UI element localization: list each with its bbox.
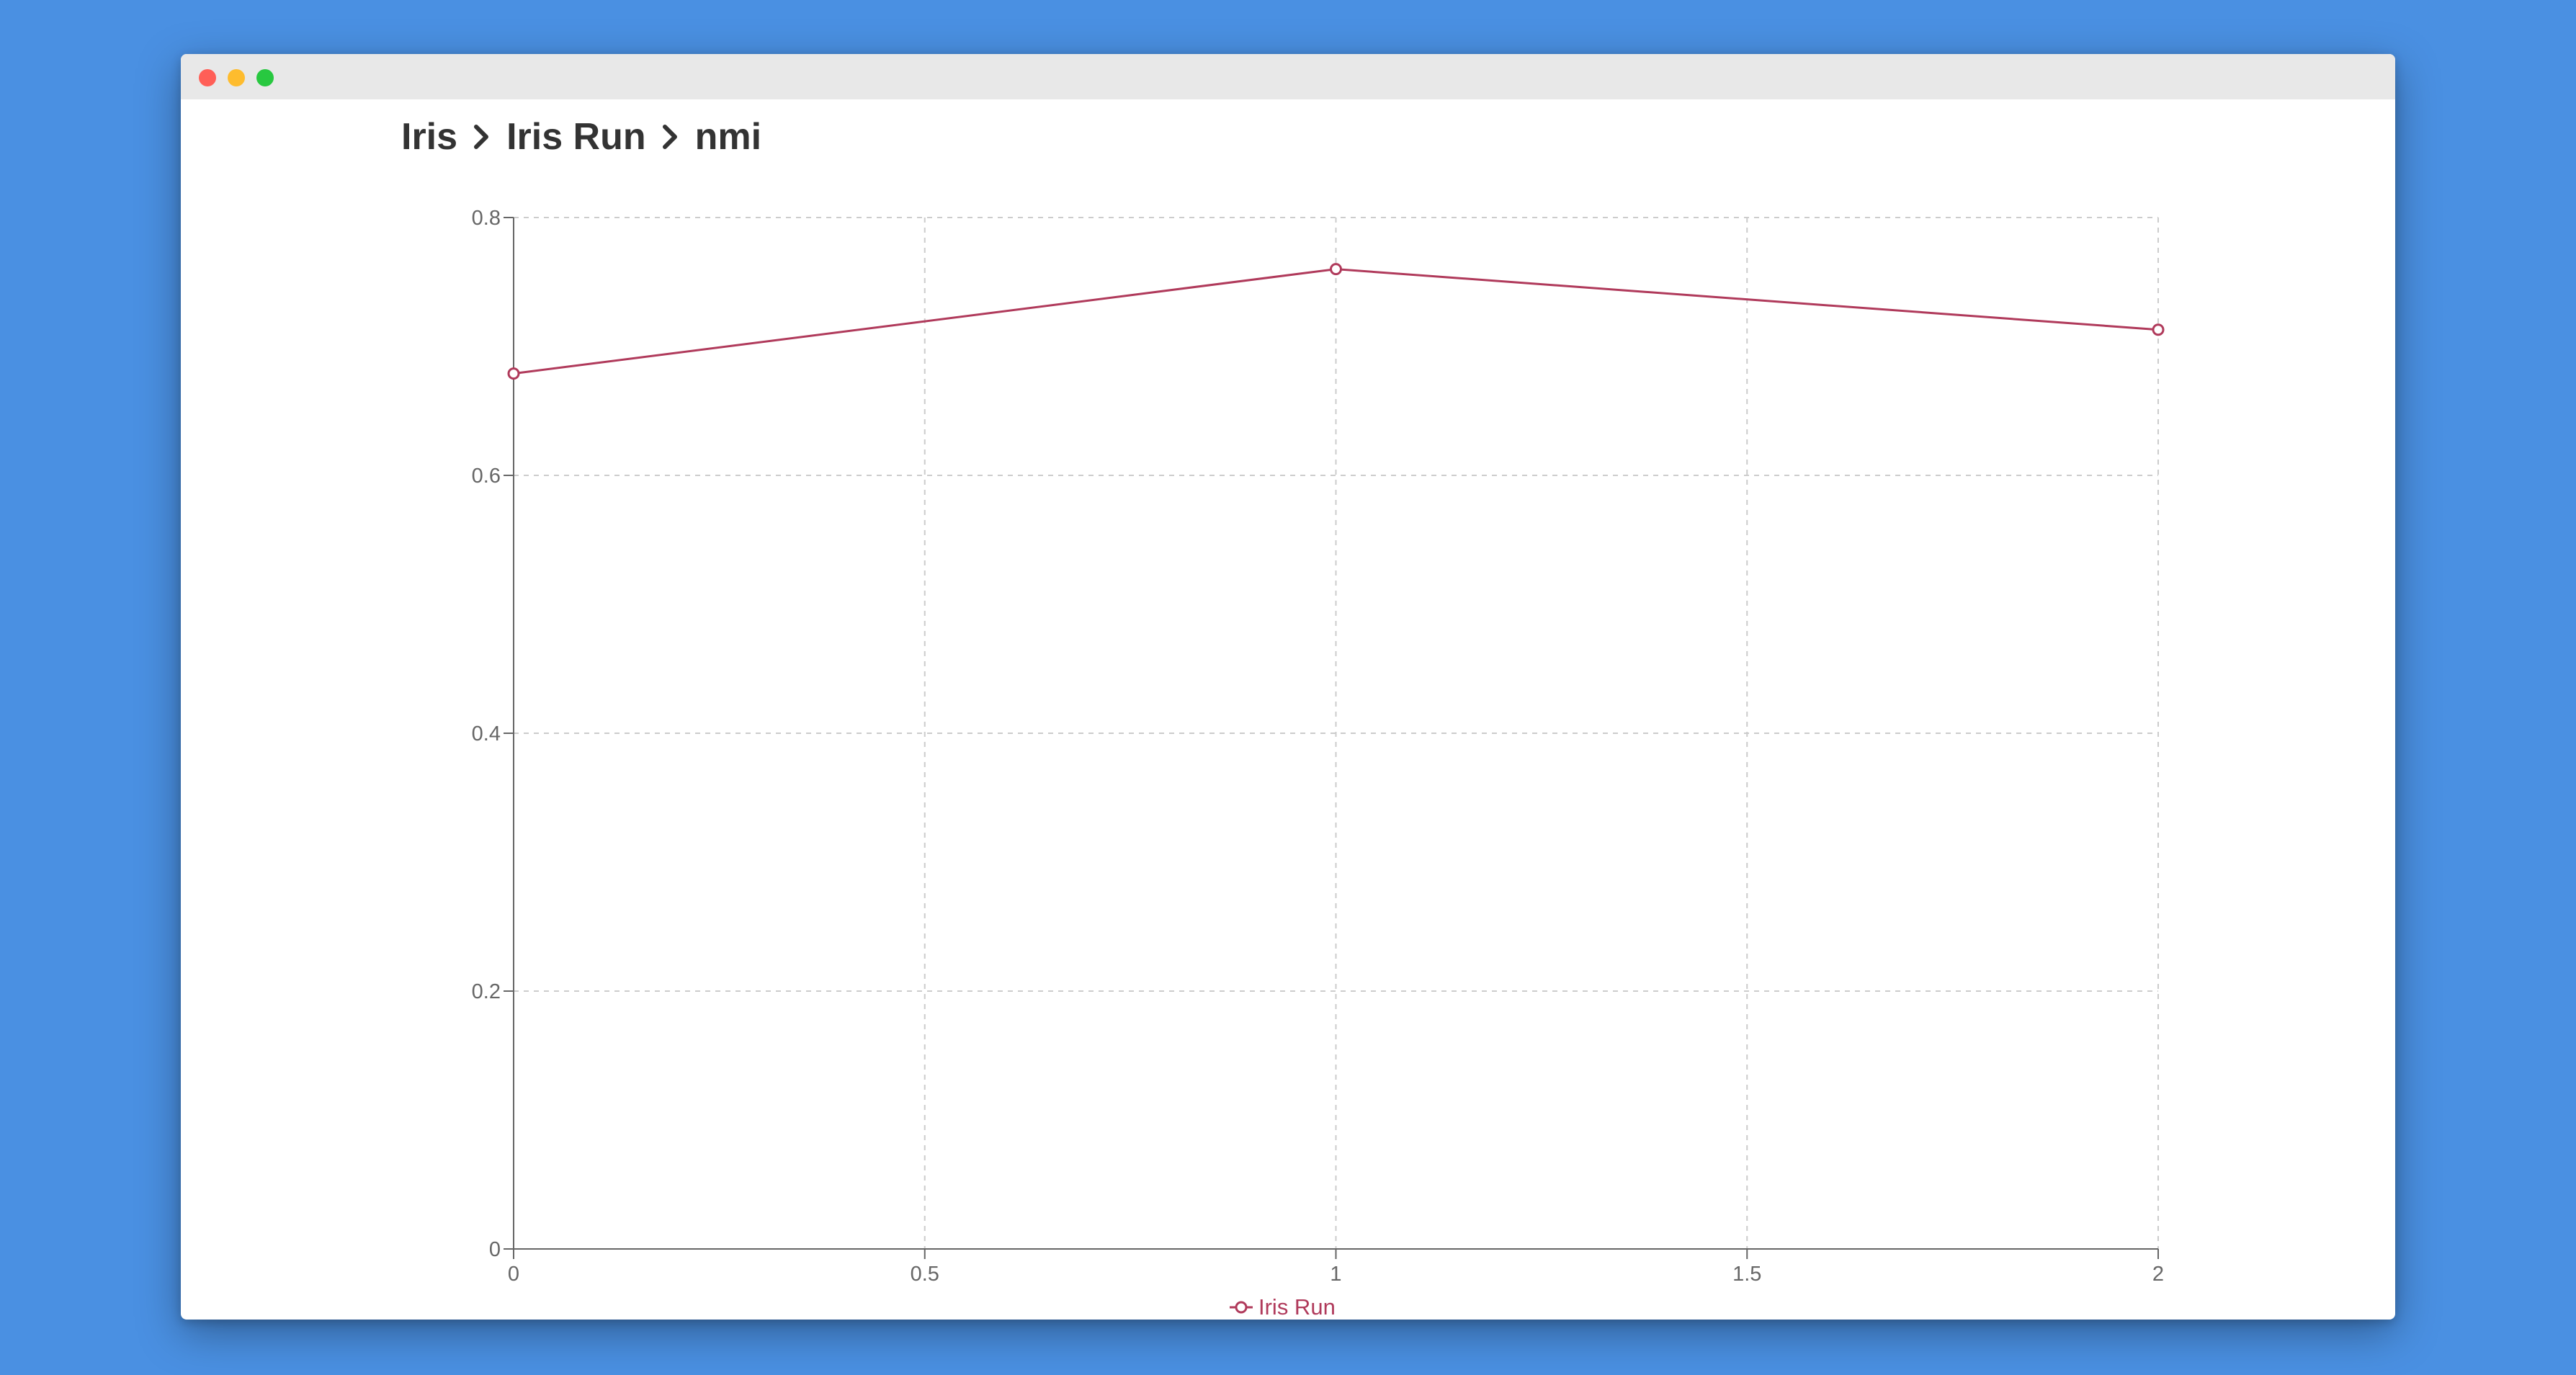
close-window-button[interactable]: [199, 69, 216, 86]
chart-series: [507, 263, 2165, 380]
x-tick-label: 0: [508, 1263, 519, 1286]
breadcrumb-item-run[interactable]: Iris Run: [506, 116, 646, 158]
chevron-right-icon: [465, 122, 499, 151]
legend-marker-icon: [1235, 1301, 1248, 1314]
chart-axes: 0 0.2 0.4 0.6 0.8 0 0.5 1 1.5 2: [472, 207, 2164, 1286]
chevron-right-icon: [653, 122, 688, 151]
data-point: [2152, 323, 2165, 336]
data-point: [507, 367, 520, 380]
chart-legend[interactable]: Iris Run: [1230, 1294, 1336, 1320]
line-chart: 0 0.2 0.4 0.6 0.8 0 0.5 1 1.5 2 Iris Run: [472, 207, 2165, 1320]
maximize-window-button[interactable]: [256, 69, 274, 86]
y-tick-label: 0.4: [472, 722, 501, 745]
y-tick-label: 0.6: [472, 465, 501, 488]
breadcrumb: Iris Iris Run nmi: [401, 112, 761, 162]
breadcrumb-item-metric: nmi: [694, 116, 762, 158]
x-tick-label: 1.5: [1732, 1263, 1761, 1286]
breadcrumb-item-project[interactable]: Iris: [401, 116, 458, 158]
app-window: Iris Iris Run nmi 0 0.2 0.4 0.6 0.8 0 0.5 1 1.5 2…: [181, 54, 2395, 1320]
legend-label: Iris Run: [1258, 1294, 1336, 1320]
y-tick-label: 0.2: [472, 980, 501, 1003]
chart-grid: [514, 217, 2159, 1249]
x-tick-label: 0.5: [911, 1263, 939, 1286]
title-bar: [181, 54, 2395, 99]
x-tick-label: 2: [2152, 1263, 2164, 1286]
minimize-window-button[interactable]: [228, 69, 245, 86]
data-point: [1330, 263, 1342, 276]
y-tick-label: 0: [489, 1238, 501, 1261]
y-tick-label: 0.8: [472, 207, 501, 230]
x-tick-label: 1: [1330, 1263, 1341, 1286]
